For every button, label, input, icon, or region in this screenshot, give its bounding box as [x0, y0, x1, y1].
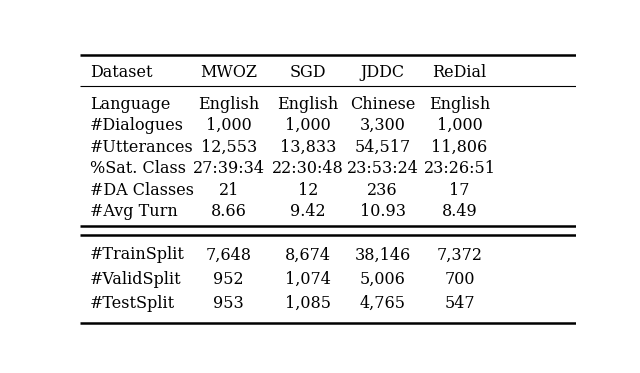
Text: 23:26:51: 23:26:51 — [424, 160, 495, 177]
Text: #Utterances: #Utterances — [90, 139, 194, 156]
Text: 1,000: 1,000 — [285, 117, 331, 134]
Text: 236: 236 — [367, 182, 398, 199]
Text: #ValidSplit: #ValidSplit — [90, 271, 182, 288]
Text: 5,006: 5,006 — [360, 271, 406, 288]
Text: 1,000: 1,000 — [436, 117, 483, 134]
Text: 700: 700 — [444, 271, 475, 288]
Text: %Sat. Class: %Sat. Class — [90, 160, 186, 177]
Text: 7,372: 7,372 — [436, 247, 483, 263]
Text: 12,553: 12,553 — [201, 139, 257, 156]
Text: 12: 12 — [298, 182, 318, 199]
Text: English: English — [429, 96, 490, 113]
Text: 952: 952 — [214, 271, 244, 288]
Text: 13,833: 13,833 — [280, 139, 337, 156]
Text: 4,765: 4,765 — [360, 295, 406, 312]
Text: 8.49: 8.49 — [442, 203, 477, 220]
Text: 22:30:48: 22:30:48 — [272, 160, 344, 177]
Text: 1,085: 1,085 — [285, 295, 331, 312]
Text: #TestSplit: #TestSplit — [90, 295, 175, 312]
Text: ReDial: ReDial — [432, 63, 486, 81]
Text: 547: 547 — [444, 295, 475, 312]
Text: English: English — [278, 96, 339, 113]
Text: #Dialogues: #Dialogues — [90, 117, 184, 134]
Text: 1,000: 1,000 — [206, 117, 252, 134]
Text: #TrainSplit: #TrainSplit — [90, 247, 185, 263]
Text: 10.93: 10.93 — [360, 203, 406, 220]
Text: 953: 953 — [213, 295, 244, 312]
Text: 23:53:24: 23:53:24 — [347, 160, 419, 177]
Text: 1,074: 1,074 — [285, 271, 331, 288]
Text: 3,300: 3,300 — [360, 117, 406, 134]
Text: 9.42: 9.42 — [291, 203, 326, 220]
Text: #DA Classes: #DA Classes — [90, 182, 194, 199]
Text: SGD: SGD — [290, 63, 326, 81]
Text: 7,648: 7,648 — [206, 247, 252, 263]
Text: 11,806: 11,806 — [431, 139, 488, 156]
Text: #Avg Turn: #Avg Turn — [90, 203, 178, 220]
Text: 54,517: 54,517 — [355, 139, 411, 156]
Text: 8.66: 8.66 — [211, 203, 247, 220]
Text: 21: 21 — [219, 182, 239, 199]
Text: 8,674: 8,674 — [285, 247, 331, 263]
Text: Language: Language — [90, 96, 170, 113]
Text: 27:39:34: 27:39:34 — [193, 160, 265, 177]
Text: 17: 17 — [449, 182, 470, 199]
Text: Dataset: Dataset — [90, 63, 152, 81]
Text: 38,146: 38,146 — [355, 247, 411, 263]
Text: English: English — [198, 96, 259, 113]
Text: Chinese: Chinese — [350, 96, 415, 113]
Text: JDDC: JDDC — [360, 63, 404, 81]
Text: MWOZ: MWOZ — [200, 63, 257, 81]
